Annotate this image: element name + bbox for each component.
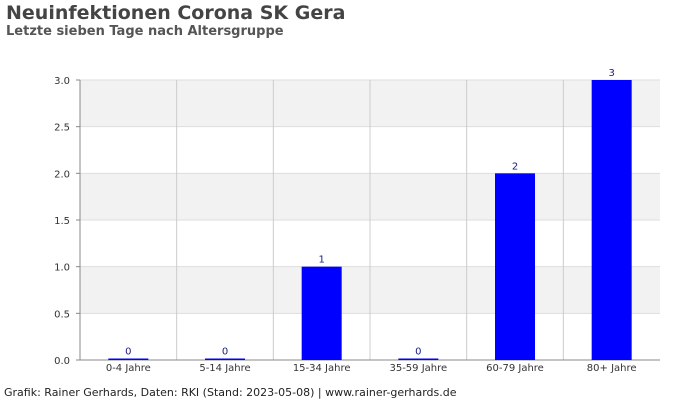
footer-credit: Grafik: Rainer Gerhards, Daten: RKI (Sta… (4, 386, 457, 399)
x-tick-label: 15-34 Jahre (293, 363, 351, 374)
data-label: 0 (222, 347, 228, 358)
x-tick-label: 5-14 Jahre (199, 363, 250, 374)
data-label: 3 (608, 68, 614, 79)
y-tick-label: 1.5 (54, 216, 70, 227)
chart-subtitle: Letzte sieben Tage nach Altersgruppe (6, 24, 284, 39)
y-tick-label: 0.0 (54, 356, 70, 367)
x-tick-label: 35-59 Jahre (389, 363, 447, 374)
y-tick-label: 0.5 (54, 309, 70, 320)
y-tick-label: 3.0 (54, 76, 70, 87)
x-tick-label: 60-79 Jahre (486, 363, 544, 374)
chart-title: Neuinfektionen Corona SK Gera (6, 2, 346, 24)
bar (108, 358, 149, 360)
bar (301, 266, 342, 360)
bar (398, 358, 439, 360)
data-label: 0 (415, 347, 421, 358)
x-tick-label: 80+ Jahre (587, 363, 637, 374)
x-tick-label: 0-4 Jahre (106, 363, 151, 374)
data-label: 1 (318, 255, 324, 266)
bar (591, 80, 632, 360)
bar (205, 358, 245, 360)
y-tick-label: 2.5 (54, 123, 70, 134)
y-tick-label: 1.0 (54, 263, 70, 274)
y-tick-label: 2.0 (54, 169, 70, 180)
bar (495, 173, 535, 360)
data-label: 0 (125, 347, 131, 358)
data-label: 2 (512, 161, 518, 172)
